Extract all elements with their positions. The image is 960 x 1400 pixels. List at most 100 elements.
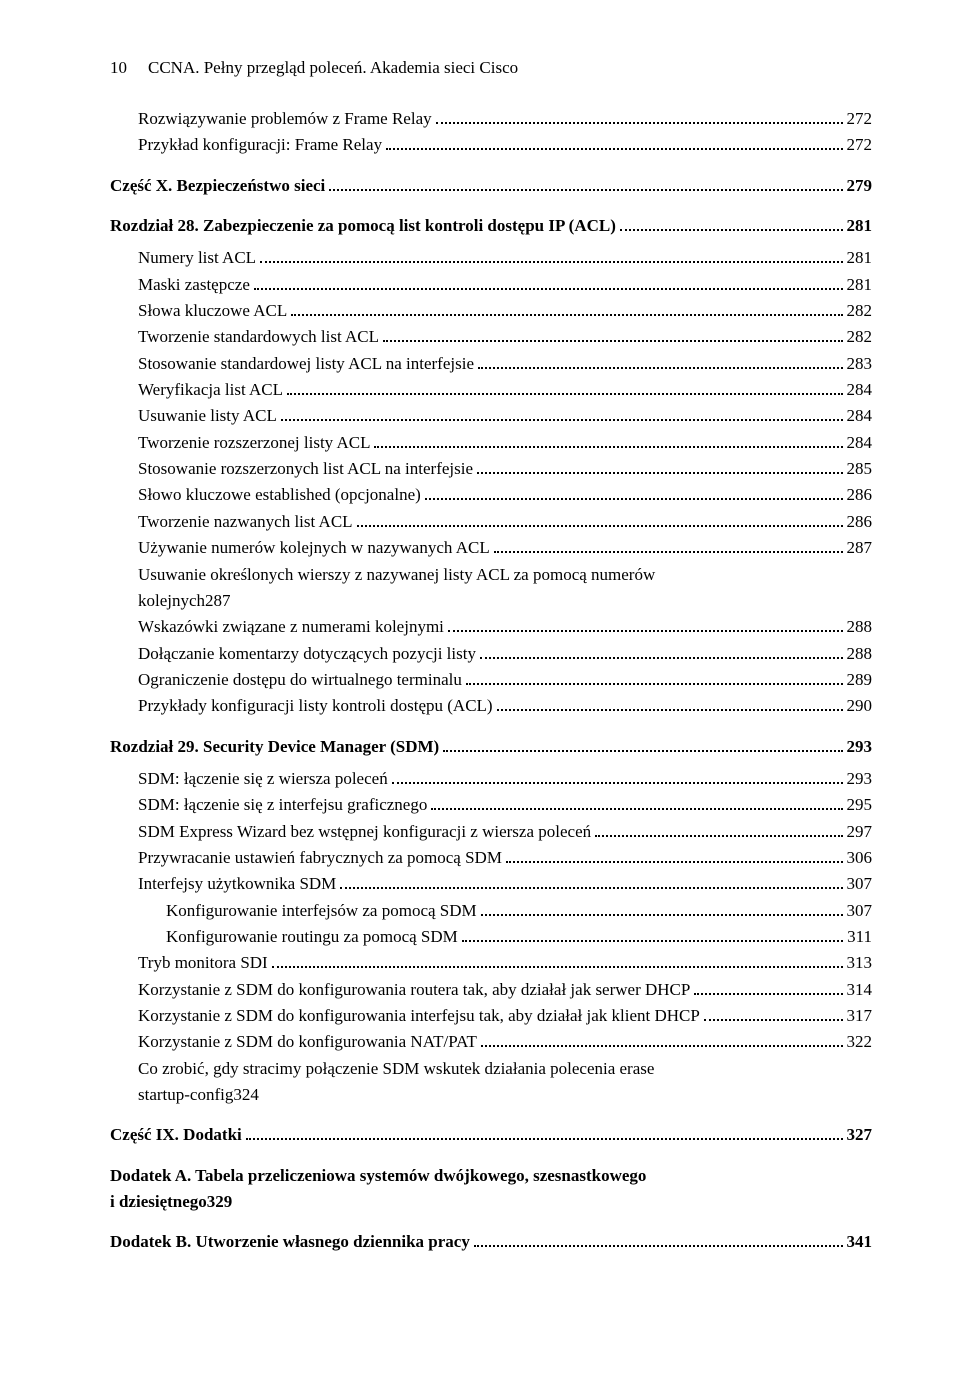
toc-entry-text: Ograniczenie dostępu do wirtualnego term… bbox=[138, 667, 462, 693]
toc-block: Dodatek B. Utworzenie własnego dziennika… bbox=[110, 1229, 872, 1255]
toc-entry: Weryfikacja list ACL284 bbox=[138, 377, 872, 403]
toc-entry-text: Słowo kluczowe established (opcjonalne) bbox=[138, 482, 421, 508]
toc-entry-page: 314 bbox=[847, 977, 873, 1003]
toc-entry-page: 313 bbox=[847, 950, 873, 976]
toc-leader-dots bbox=[291, 314, 842, 316]
toc-entry: Korzystanie z SDM do konfigurowania rout… bbox=[138, 977, 872, 1003]
toc-leader-dots bbox=[462, 940, 843, 942]
toc-entry: Dodatek B. Utworzenie własnego dziennika… bbox=[110, 1229, 872, 1255]
toc-entry: Słowa kluczowe ACL 282 bbox=[138, 298, 872, 324]
toc-entry-text: Konfigurowanie interfejsów za pomocą SDM bbox=[166, 898, 477, 924]
toc-entry-text: Słowa kluczowe ACL bbox=[138, 298, 287, 324]
toc-leader-dots bbox=[620, 229, 843, 231]
toc-entry-page: 286 bbox=[847, 482, 873, 508]
toc-entry-text: Rozdział 29. Security Device Manager (SD… bbox=[110, 734, 439, 760]
toc-entry: Wskazówki związane z numerami kolejnymi2… bbox=[138, 614, 872, 640]
toc-leader-dots bbox=[477, 472, 842, 474]
toc-entry: Usuwanie określonych wierszy z nazywanej… bbox=[138, 562, 872, 615]
toc-leader-dots bbox=[329, 189, 842, 191]
toc-entry-text: kolejnych bbox=[138, 588, 205, 614]
toc-entry-text: Numery list ACL bbox=[138, 245, 256, 271]
toc-entry-page: 281 bbox=[847, 213, 873, 239]
toc-block: Dodatek A. Tabela przeliczeniowa systemó… bbox=[110, 1163, 872, 1216]
toc-entry-page: 293 bbox=[847, 766, 873, 792]
toc-block: Część X. Bezpieczeństwo sieci 279 bbox=[110, 173, 872, 199]
toc-entry: Rozdział 28. Zabezpieczenie za pomocą li… bbox=[110, 213, 872, 239]
toc-entry-text: Tworzenie standardowych list ACL bbox=[138, 324, 379, 350]
page-number: 10 bbox=[110, 58, 148, 78]
toc-entry-page: 293 bbox=[847, 734, 873, 760]
toc-entry-text: Konfigurowanie routingu za pomocą SDM bbox=[166, 924, 458, 950]
toc-block: Rozdział 28. Zabezpieczenie za pomocą li… bbox=[110, 213, 872, 720]
toc-entry-page: 282 bbox=[847, 298, 873, 324]
toc-leader-dots bbox=[374, 446, 842, 448]
toc-entry-page: 287 bbox=[205, 588, 231, 614]
toc-leader-dots bbox=[357, 525, 843, 527]
toc-entry: Tworzenie standardowych list ACL282 bbox=[138, 324, 872, 350]
toc-entry: Rozdział 29. Security Device Manager (SD… bbox=[110, 734, 872, 760]
toc-leader-dots bbox=[281, 419, 843, 421]
toc-entry-text: Część X. Bezpieczeństwo sieci bbox=[110, 173, 325, 199]
toc-entry: SDM: łączenie się z wiersza poleceń293 bbox=[138, 766, 872, 792]
toc-leader-dots bbox=[494, 551, 843, 553]
toc-entry-text: Stosowanie rozszerzonych list ACL na int… bbox=[138, 456, 473, 482]
toc-entry: Tryb monitora SDI 313 bbox=[138, 950, 872, 976]
toc-entry: Interfejsy użytkownika SDM 307 bbox=[138, 871, 872, 897]
toc-entry: Przywracanie ustawień fabrycznych za pom… bbox=[138, 845, 872, 871]
toc-leader-dots bbox=[254, 288, 843, 290]
toc-entry-page: 317 bbox=[847, 1003, 873, 1029]
toc-entry-page: 324 bbox=[233, 1082, 259, 1108]
toc-entry-page: 306 bbox=[847, 845, 873, 871]
toc-entry-page: 279 bbox=[847, 173, 873, 199]
toc-entry-text: Interfejsy użytkownika SDM bbox=[138, 871, 336, 897]
toc-block: Część IX. Dodatki327 bbox=[110, 1122, 872, 1148]
toc-entry-text: Przykłady konfiguracji listy kontroli do… bbox=[138, 693, 493, 719]
toc-leader-dots bbox=[246, 1138, 843, 1140]
toc-leader-dots bbox=[431, 808, 842, 810]
toc-entry-text: Tworzenie rozszerzonej listy ACL bbox=[138, 430, 370, 456]
toc-entry-page: 284 bbox=[847, 430, 873, 456]
toc-entry-text: Korzystanie z SDM do konfigurowania inte… bbox=[138, 1003, 700, 1029]
toc-entry-text: Dołączanie komentarzy dotyczących pozycj… bbox=[138, 641, 476, 667]
toc-block: Rozwiązywanie problemów z Frame Relay272… bbox=[110, 106, 872, 159]
toc-entry-text: Tworzenie nazwanych list ACL bbox=[138, 509, 353, 535]
toc-entry: Co zrobić, gdy stracimy połączenie SDM w… bbox=[138, 1056, 872, 1109]
toc-entry: Stosowanie standardowej listy ACL na int… bbox=[138, 351, 872, 377]
toc-leader-dots bbox=[260, 261, 842, 263]
toc-entry-page: 283 bbox=[847, 351, 873, 377]
toc-leader-dots bbox=[506, 861, 843, 863]
toc-entry: Przykłady konfiguracji listy kontroli do… bbox=[138, 693, 872, 719]
toc-entry-text: Dodatek B. Utworzenie własnego dziennika… bbox=[110, 1229, 470, 1255]
toc-leader-dots bbox=[466, 683, 843, 685]
toc-leader-dots bbox=[383, 340, 842, 342]
toc-entry: Część IX. Dodatki327 bbox=[110, 1122, 872, 1148]
toc-leader-dots bbox=[480, 657, 843, 659]
toc-entry: SDM: łączenie się z interfejsu graficzne… bbox=[138, 792, 872, 818]
toc-entry: Rozwiązywanie problemów z Frame Relay272 bbox=[138, 106, 872, 132]
running-header: 10 CCNA. Pełny przegląd poleceń. Akademi… bbox=[110, 58, 872, 78]
toc-entry-text: Rozdział 28. Zabezpieczenie za pomocą li… bbox=[110, 213, 616, 239]
toc-leader-dots bbox=[436, 122, 843, 124]
toc-leader-dots bbox=[595, 835, 842, 837]
toc-entry: Część X. Bezpieczeństwo sieci 279 bbox=[110, 173, 872, 199]
toc-entry-text: Tryb monitora SDI bbox=[138, 950, 268, 976]
toc-entry-page: 327 bbox=[847, 1122, 873, 1148]
toc-leader-dots bbox=[272, 966, 843, 968]
toc-entry-page: 307 bbox=[847, 871, 873, 897]
toc-entry: Korzystanie z SDM do konfigurowania inte… bbox=[138, 1003, 872, 1029]
toc-entry-page: 288 bbox=[847, 614, 873, 640]
toc-entry-page: 284 bbox=[847, 377, 873, 403]
toc-entry-page: 295 bbox=[847, 792, 873, 818]
toc-entry-text: SDM Express Wizard bez wstępnej konfigur… bbox=[138, 819, 591, 845]
toc-entry: Przykład konfiguracji: Frame Relay272 bbox=[138, 132, 872, 158]
toc-entry-page: 288 bbox=[847, 641, 873, 667]
toc-entry-text: Usuwanie listy ACL bbox=[138, 403, 277, 429]
toc-entry-page: 285 bbox=[847, 456, 873, 482]
toc-leader-dots bbox=[481, 1045, 843, 1047]
running-title: CCNA. Pełny przegląd poleceń. Akademia s… bbox=[148, 58, 872, 78]
table-of-contents: Rozwiązywanie problemów z Frame Relay272… bbox=[110, 106, 872, 1256]
toc-leader-dots bbox=[287, 393, 843, 395]
toc-entry-text: Przywracanie ustawień fabrycznych za pom… bbox=[138, 845, 502, 871]
toc-leader-dots bbox=[340, 887, 842, 889]
toc-entry-text: Korzystanie z SDM do konfigurowania rout… bbox=[138, 977, 690, 1003]
